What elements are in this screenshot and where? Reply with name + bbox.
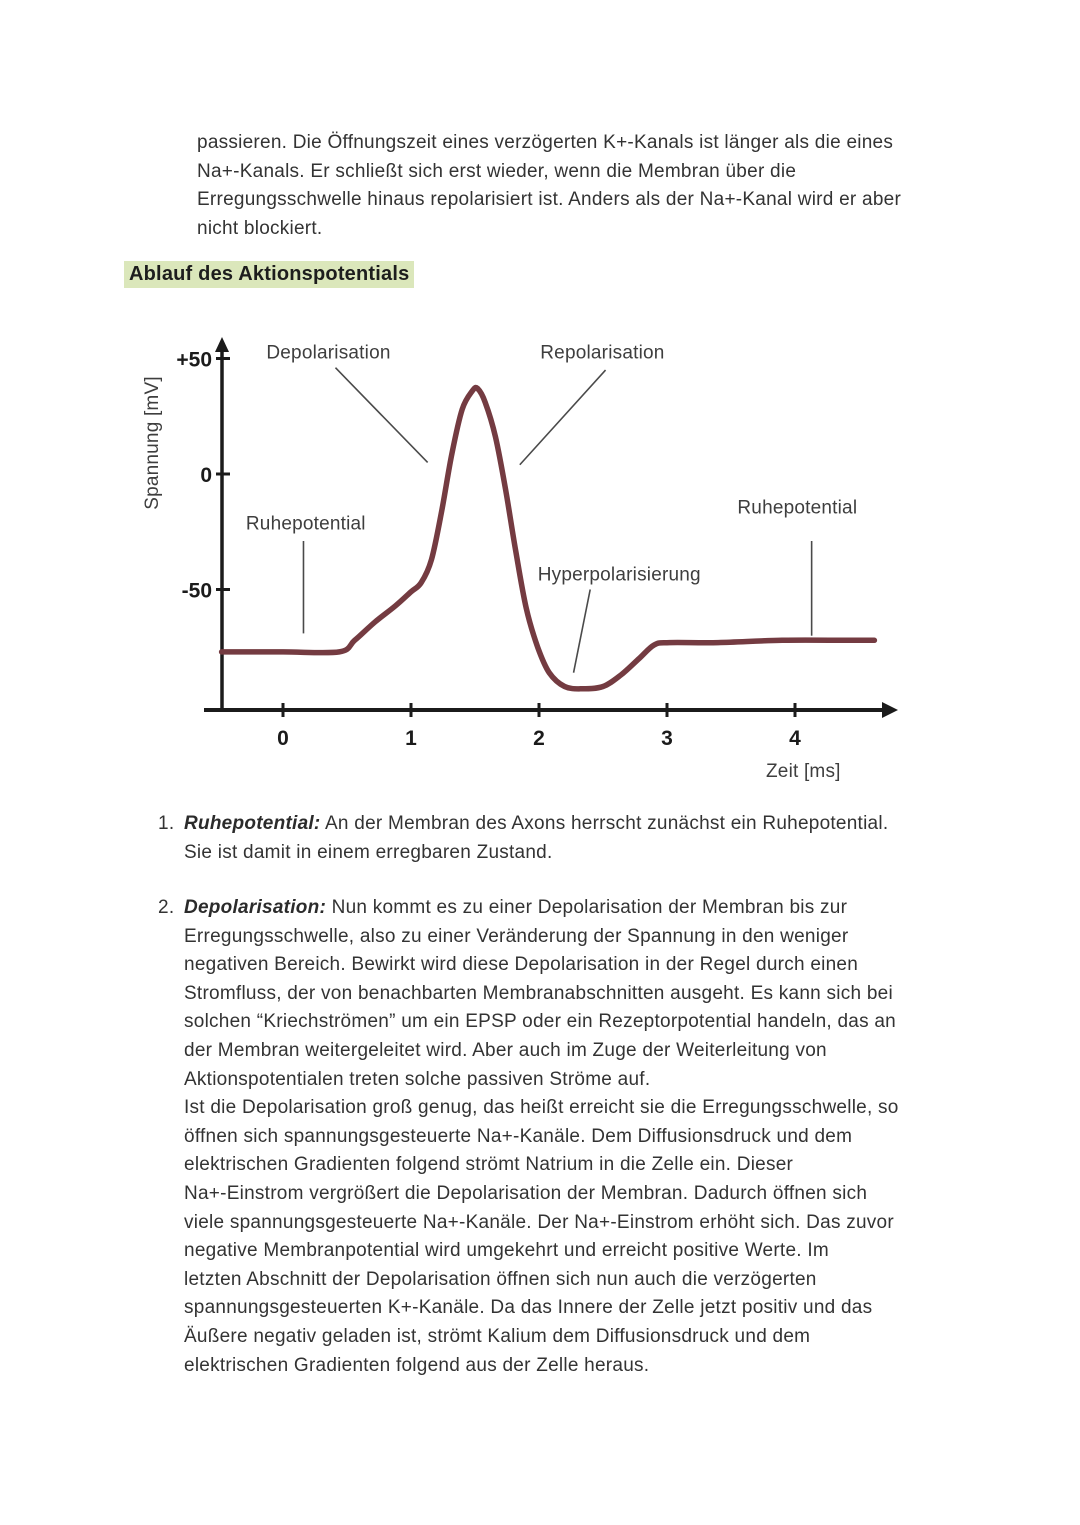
list-item-depolarisation: 2. Depolarisation: Nun kommt es zu einer… xyxy=(0,894,1080,1380)
action-potential-plot: +50 0 -50 0 1 2 3 4 Depolarisation Repolarisation… xyxy=(142,337,898,782)
y-tick-label: -50 xyxy=(182,580,212,603)
x-tick-label: 2 xyxy=(533,727,545,750)
annotation-label: Ruhepotential xyxy=(737,497,857,518)
y-tick-label: +50 xyxy=(176,349,212,372)
annotation-pointer-line xyxy=(572,589,591,673)
list-item-number: 2. xyxy=(158,897,175,918)
annotation-pointer-line xyxy=(519,369,607,466)
x-tick-label: 1 xyxy=(405,727,417,750)
list-item-ruhepotential: 1. Ruhepotential: An der Membran des Axo… xyxy=(0,810,1080,867)
y-axis-title: Spannung [mV] xyxy=(142,376,163,510)
list-item-text: Depolarisation: Nun kommt es zu einer De… xyxy=(184,894,984,1380)
x-tick-label: 4 xyxy=(789,727,801,750)
annotation-pointer-line xyxy=(334,367,429,464)
annotation-label: Depolarisation xyxy=(266,343,390,364)
x-axis-arrow xyxy=(882,702,898,718)
x-tick-label: 3 xyxy=(661,727,673,750)
intro-paragraph: passieren. Die Öffnungszeit eines verzög… xyxy=(197,132,902,239)
section-heading: Ablauf des Aktionspotentials xyxy=(124,261,415,288)
list-item-term: Depolarisation: xyxy=(184,897,327,918)
list-item-body: Nun kommt es zu einer Depolarisation der… xyxy=(184,897,899,1376)
list-item-text: Ruhepotential: An der Membran des Axons … xyxy=(184,810,984,867)
x-tick-label: 0 xyxy=(277,727,289,750)
annotation-label: Ruhepotential xyxy=(246,513,366,534)
action-potential-chart: +50 0 -50 0 1 2 3 4 Depolarisation Repolarisation… xyxy=(140,335,900,795)
membrane-potential-curve xyxy=(218,384,878,692)
annotation-label: Hyperpolarisierung xyxy=(538,564,701,585)
x-axis-title: Zeit [ms] xyxy=(766,761,841,782)
annotation-label: Repolarisation xyxy=(540,343,664,364)
list-item-body: An der Membran des Axons herrscht zunäch… xyxy=(184,813,889,863)
list-item-number: 1. xyxy=(158,813,175,834)
list-item-term: Ruhepotential: xyxy=(184,813,321,834)
y-axis-arrow xyxy=(215,337,229,352)
y-tick-label: 0 xyxy=(200,464,212,487)
